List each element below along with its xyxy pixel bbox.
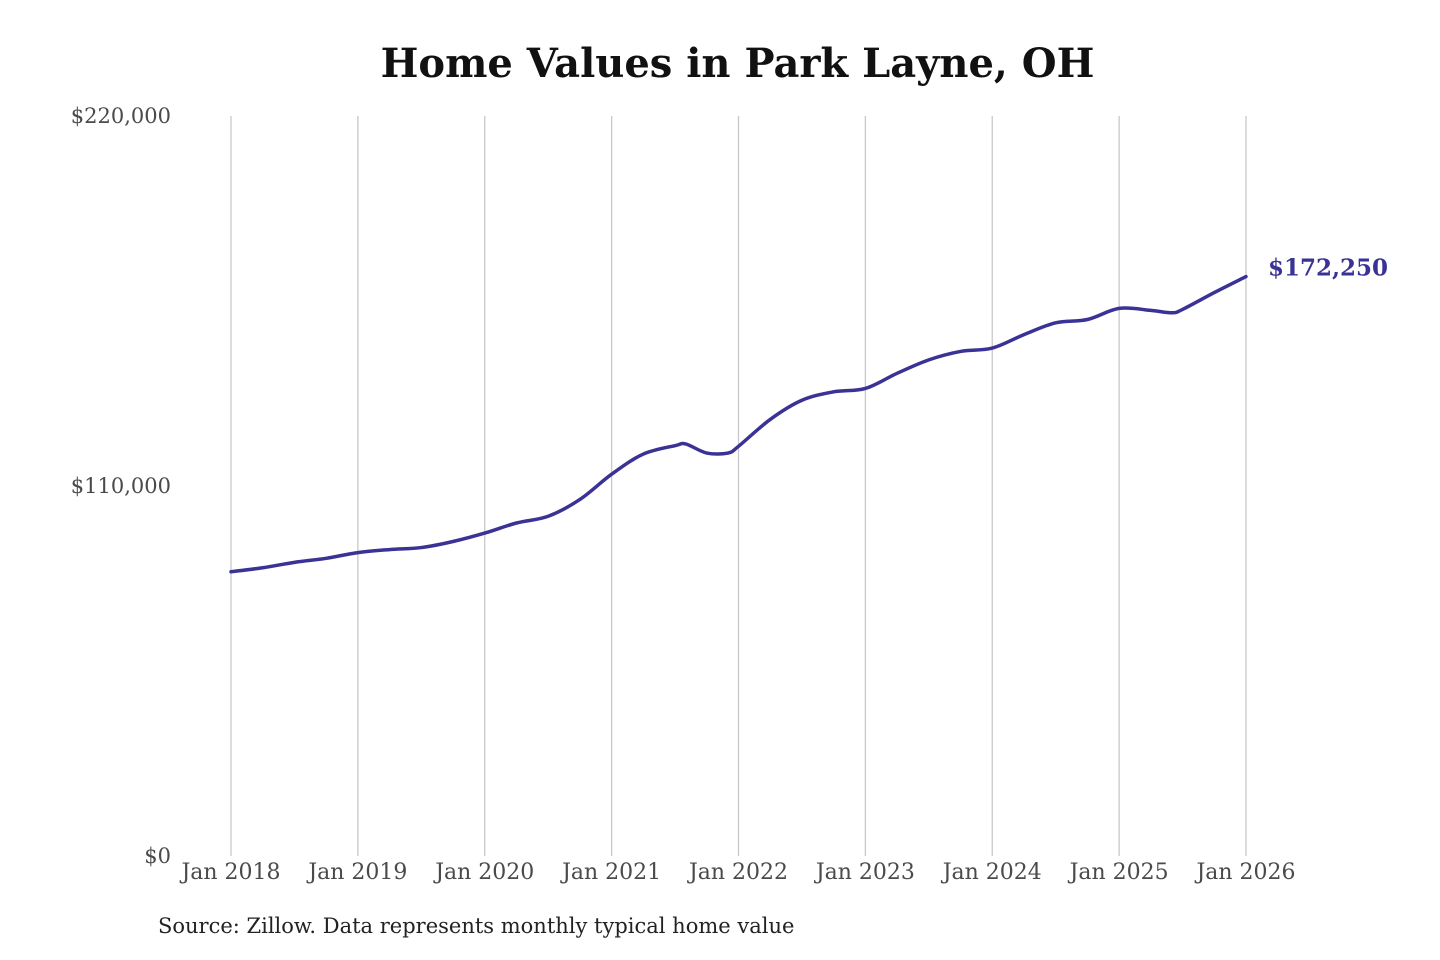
chart-title: Home Values in Park Layne, OH <box>380 40 1095 87</box>
y-tick-label: $220,000 <box>71 104 171 128</box>
series-line-group <box>229 274 1248 574</box>
series-line <box>229 274 1248 574</box>
y-tick-label: $110,000 <box>71 474 171 498</box>
gridlines <box>230 116 1247 856</box>
source-note: Source: Zillow. Data represents monthly … <box>158 914 795 938</box>
x-tick-label: Jan 2021 <box>560 860 661 885</box>
x-tick-label: Jan 2022 <box>687 860 788 885</box>
y-tick-label: $0 <box>144 844 171 868</box>
end-label-group: $172,250 <box>1268 255 1388 282</box>
x-tick-label: Jan 2018 <box>179 860 280 885</box>
x-tick-label: Jan 2020 <box>433 860 534 885</box>
x-tick-label: Jan 2026 <box>1194 860 1295 885</box>
line-chart: $0$110,000$220,000 Jan 2018 Jan 2019 Jan 2… <box>71 104 1388 885</box>
x-tick-label: Jan 2024 <box>941 860 1042 885</box>
x-axis-labels: Jan 2018 Jan 2019 Jan 2020 Jan 2021 Jan 2022… <box>179 860 1295 885</box>
x-tick-label: Jan 2019 <box>306 860 407 885</box>
end-value-label: $172,250 <box>1268 255 1388 282</box>
x-tick-label: Jan 2025 <box>1068 860 1169 885</box>
y-axis-labels: $0 $110,000 $220,000 <box>71 104 171 868</box>
x-tick-label: Jan 2023 <box>814 860 915 885</box>
